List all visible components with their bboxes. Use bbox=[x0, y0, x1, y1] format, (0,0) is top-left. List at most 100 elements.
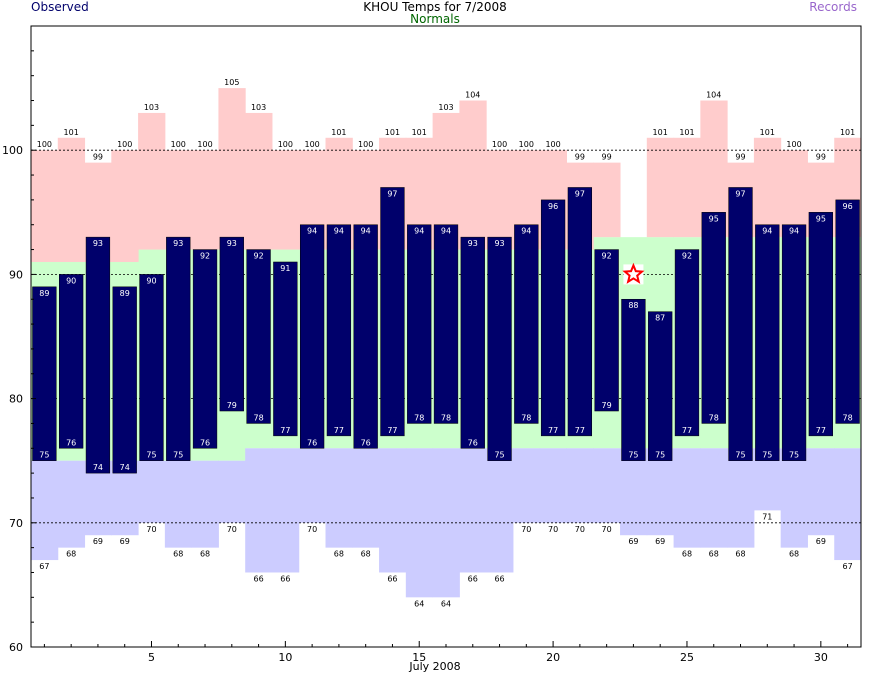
record-low-label-day-3: 69 bbox=[93, 537, 103, 546]
obs-low-label-day-17: 76 bbox=[468, 438, 478, 447]
obs-low-label-day-16: 78 bbox=[441, 413, 451, 422]
record-high-area-day-28 bbox=[753, 137, 782, 238]
obs-low-label-day-22: 79 bbox=[602, 401, 612, 410]
record-low-label-day-6: 68 bbox=[173, 550, 183, 559]
record-low-label-day-29: 68 bbox=[789, 550, 799, 559]
obs-low-label-day-26: 78 bbox=[709, 413, 719, 422]
observed-bar-day-8 bbox=[219, 236, 244, 412]
obs-low-label-day-24: 75 bbox=[655, 451, 665, 460]
obs-high-label-day-4: 89 bbox=[120, 289, 130, 298]
record-high-label-day-15: 101 bbox=[412, 128, 427, 137]
observed-bar-day-28 bbox=[755, 224, 780, 461]
record-low-area-day-21 bbox=[566, 448, 594, 523]
obs-low-label-day-31: 78 bbox=[843, 413, 853, 422]
observed-bar-day-7 bbox=[192, 249, 218, 449]
record-low-label-day-30: 69 bbox=[816, 537, 826, 546]
observed-bar-day-25 bbox=[674, 249, 700, 437]
obs-high-label-day-28: 94 bbox=[762, 227, 772, 236]
obs-low-label-day-21: 77 bbox=[575, 426, 585, 435]
record-low-label-day-27: 68 bbox=[735, 550, 745, 559]
x-tick-label-5: 5 bbox=[148, 651, 155, 664]
record-low-label-day-7: 68 bbox=[200, 550, 210, 559]
obs-high-label-day-26: 95 bbox=[709, 214, 719, 223]
observed-bar-day-19 bbox=[514, 224, 539, 424]
record-low-label-day-18: 66 bbox=[494, 574, 504, 583]
record-low-area-day-7 bbox=[191, 460, 219, 548]
observed-bar-day-26 bbox=[701, 212, 726, 424]
y-tick-label-60: 60 bbox=[9, 641, 23, 654]
record-low-label-day-23: 69 bbox=[628, 537, 638, 546]
record-high-area-day-24 bbox=[646, 137, 675, 238]
obs-low-label-day-4: 74 bbox=[120, 463, 130, 472]
obs-low-label-day-5: 75 bbox=[146, 451, 156, 460]
x-tick-label-25: 25 bbox=[680, 651, 694, 664]
obs-high-label-day-17: 93 bbox=[468, 239, 478, 248]
record-low-area-day-20 bbox=[539, 448, 567, 523]
observed-bar-day-21 bbox=[567, 187, 593, 437]
record-low-area-day-13 bbox=[352, 448, 380, 548]
record-low-area-day-1 bbox=[31, 460, 59, 561]
record-low-label-day-17: 66 bbox=[468, 574, 478, 583]
observed-bar-day-16 bbox=[433, 224, 459, 424]
obs-low-label-day-11: 76 bbox=[307, 438, 317, 447]
record-high-label-day-18: 100 bbox=[492, 140, 507, 149]
record-high-area-day-8 bbox=[218, 88, 246, 250]
record-high-label-day-9: 103 bbox=[251, 103, 266, 112]
record-high-label-day-31: 101 bbox=[840, 128, 855, 137]
record-low-area-day-10 bbox=[271, 448, 300, 573]
obs-low-label-day-20: 77 bbox=[548, 426, 558, 435]
observed-bar-day-27 bbox=[728, 187, 753, 461]
observed-bar-day-29 bbox=[781, 224, 807, 461]
record-low-label-day-2: 68 bbox=[66, 550, 76, 559]
obs-low-label-day-15: 78 bbox=[414, 413, 424, 422]
obs-high-label-day-23: 88 bbox=[628, 301, 638, 310]
obs-high-label-day-22: 92 bbox=[602, 252, 612, 261]
record-low-label-day-24: 69 bbox=[655, 537, 665, 546]
record-high-area-day-6 bbox=[164, 150, 193, 250]
obs-low-label-day-30: 77 bbox=[816, 426, 826, 435]
obs-low-label-day-14: 77 bbox=[387, 426, 397, 435]
record-high-label-day-7: 100 bbox=[197, 140, 212, 149]
records-legend-label: Records bbox=[809, 0, 857, 14]
observed-bar-day-30 bbox=[808, 212, 833, 437]
observed-bar-day-24 bbox=[648, 311, 673, 461]
x-tick-label-15: 15 bbox=[412, 651, 426, 664]
record-low-area-day-27 bbox=[727, 448, 755, 548]
obs-high-label-day-10: 91 bbox=[280, 264, 290, 273]
obs-high-label-day-1: 89 bbox=[39, 289, 49, 298]
record-high-label-day-3: 99 bbox=[93, 153, 103, 162]
record-low-area-day-29 bbox=[780, 448, 808, 548]
obs-low-label-day-3: 74 bbox=[93, 463, 103, 472]
observed-bar-day-31 bbox=[835, 199, 860, 424]
record-high-area-day-10 bbox=[271, 150, 300, 250]
observed-bar-day-3 bbox=[85, 236, 111, 474]
observed-bars bbox=[32, 187, 860, 474]
record-low-area-day-23 bbox=[620, 448, 648, 536]
record-high-label-day-5: 103 bbox=[144, 103, 159, 112]
record-high-area-day-22 bbox=[593, 162, 621, 238]
observed-bar-day-14 bbox=[380, 187, 405, 437]
obs-high-label-day-25: 92 bbox=[682, 252, 692, 261]
record-high-area-day-2 bbox=[57, 137, 86, 262]
record-low-area-day-9 bbox=[245, 448, 273, 573]
record-low-area-day-17 bbox=[459, 448, 487, 573]
obs-low-label-day-10: 77 bbox=[280, 426, 290, 435]
observed-bar-day-13 bbox=[353, 224, 378, 449]
record-low-label-day-25: 68 bbox=[682, 550, 692, 559]
x-tick-label-10: 10 bbox=[278, 651, 292, 664]
obs-high-label-day-5: 90 bbox=[146, 276, 156, 285]
obs-high-label-day-9: 92 bbox=[253, 252, 263, 261]
obs-high-label-day-2: 90 bbox=[66, 276, 76, 285]
obs-low-label-day-9: 78 bbox=[253, 413, 263, 422]
obs-low-label-day-28: 75 bbox=[762, 451, 772, 460]
data-labels: 89 75 100 67 90 76 101 68 93 74 99 69 89 74 100 69 90 75 1… bbox=[37, 78, 856, 608]
obs-low-label-day-8: 79 bbox=[227, 401, 237, 410]
obs-low-label-day-18: 75 bbox=[494, 451, 504, 460]
record-low-label-day-10: 66 bbox=[280, 574, 290, 583]
record-low-label-day-14: 66 bbox=[387, 574, 397, 583]
obs-low-label-day-25: 77 bbox=[682, 426, 692, 435]
obs-high-label-day-20: 96 bbox=[548, 202, 558, 211]
record-high-area-day-9 bbox=[245, 112, 273, 250]
record-low-label-day-5: 70 bbox=[146, 525, 156, 534]
observed-bar-day-17 bbox=[460, 236, 485, 449]
